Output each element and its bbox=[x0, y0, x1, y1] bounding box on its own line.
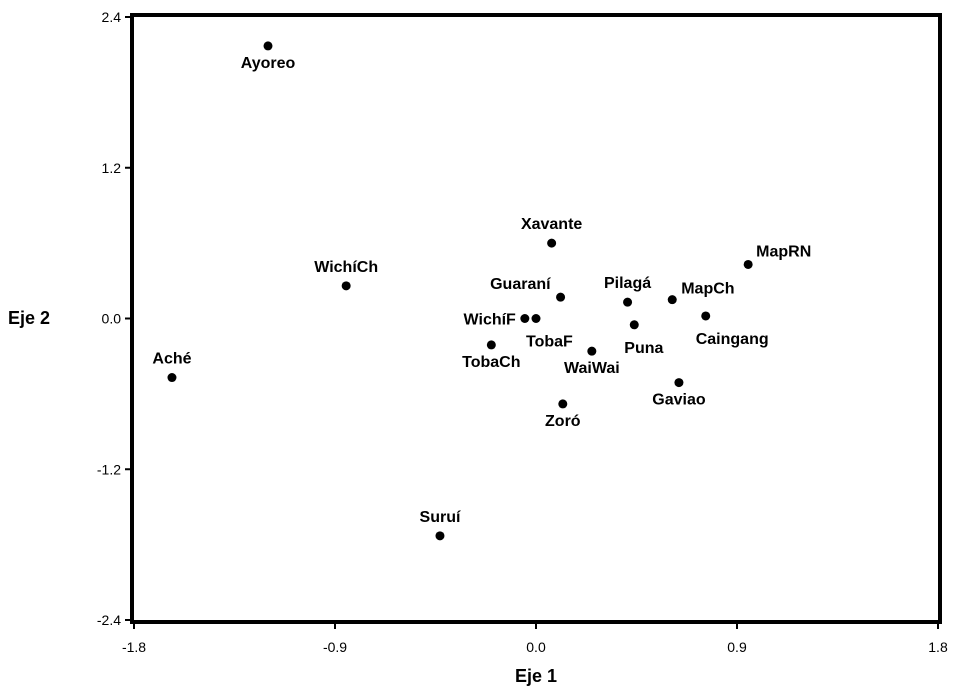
x-tick-label: -0.9 bbox=[323, 639, 347, 655]
x-tick-label: 0.9 bbox=[727, 639, 747, 655]
data-point bbox=[435, 531, 445, 541]
data-point bbox=[587, 346, 597, 356]
y-tick-label: 2.4 bbox=[102, 9, 122, 25]
data-points: Ayoreo WichíCh Aché Xavante MapRN Guaraní Pila… bbox=[152, 41, 811, 541]
data-point bbox=[623, 297, 633, 307]
data-point bbox=[743, 259, 753, 269]
data-point bbox=[263, 41, 273, 51]
point-label: Caingang bbox=[696, 331, 769, 348]
point-label: WaiWai bbox=[564, 360, 620, 377]
y-axis-title: Eje 2 bbox=[8, 308, 50, 328]
data-point bbox=[341, 281, 351, 291]
point-label: Aché bbox=[152, 351, 191, 368]
y-tick-label: 0.0 bbox=[102, 311, 122, 327]
x-tick-label: 1.8 bbox=[928, 639, 948, 655]
data-point bbox=[520, 314, 530, 323]
point-label: Suruí bbox=[420, 509, 461, 526]
point-label: Puna bbox=[624, 340, 663, 357]
point-label: TobaF bbox=[526, 334, 573, 351]
data-point bbox=[629, 320, 639, 330]
y-tick-label: -2.4 bbox=[97, 612, 121, 628]
point-label: Ayoreo bbox=[241, 55, 296, 72]
point-label: Gaviao bbox=[652, 392, 706, 409]
data-point bbox=[674, 378, 684, 388]
point-label: TobaCh bbox=[462, 354, 520, 371]
point-label: Xavante bbox=[521, 216, 582, 233]
point-label: Zoró bbox=[545, 413, 581, 430]
data-point bbox=[547, 238, 557, 248]
data-point bbox=[558, 399, 568, 409]
y-tick-label: -1.2 bbox=[97, 461, 121, 477]
x-tick-label: 0.0 bbox=[526, 639, 546, 655]
point-label: WichíCh bbox=[314, 259, 378, 276]
data-point bbox=[556, 292, 566, 302]
data-point bbox=[167, 373, 177, 383]
y-axis-ticks: -2.4 -1.2 0.0 1.2 2.4 bbox=[97, 9, 132, 628]
data-point bbox=[531, 314, 541, 323]
point-label: WichíF bbox=[464, 312, 517, 329]
point-label: Guaraní bbox=[490, 276, 551, 293]
data-point bbox=[667, 295, 677, 305]
point-label: Pilagá bbox=[604, 275, 651, 292]
point-label: MapRN bbox=[756, 243, 811, 260]
y-tick-label: 1.2 bbox=[102, 160, 122, 176]
x-axis-title: Eje 1 bbox=[515, 666, 557, 686]
data-point bbox=[486, 340, 496, 350]
x-axis-ticks: -1.8 -0.9 0.0 0.9 1.8 bbox=[122, 622, 948, 655]
x-tick-label: -1.8 bbox=[122, 639, 146, 655]
point-label: MapCh bbox=[681, 281, 734, 298]
data-point bbox=[701, 311, 711, 321]
